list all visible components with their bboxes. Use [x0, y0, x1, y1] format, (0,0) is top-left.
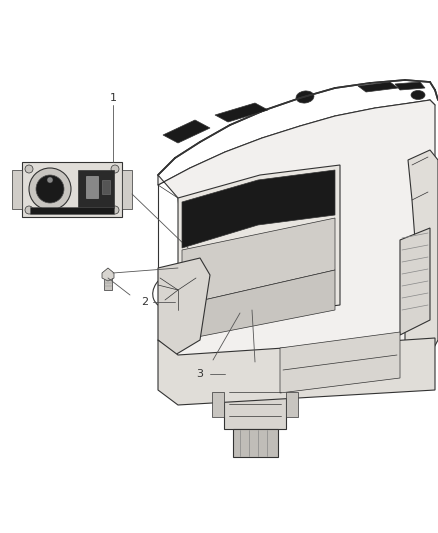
Text: 2: 2: [141, 297, 148, 307]
Polygon shape: [158, 338, 435, 405]
Circle shape: [200, 195, 220, 215]
Circle shape: [196, 191, 224, 219]
Ellipse shape: [411, 91, 425, 100]
Polygon shape: [12, 170, 22, 209]
Circle shape: [286, 178, 314, 206]
FancyBboxPatch shape: [30, 207, 114, 214]
FancyBboxPatch shape: [274, 287, 292, 299]
Ellipse shape: [423, 104, 433, 111]
Polygon shape: [400, 228, 430, 335]
Polygon shape: [178, 165, 340, 335]
Circle shape: [241, 184, 269, 212]
FancyBboxPatch shape: [246, 294, 264, 306]
Polygon shape: [358, 82, 398, 92]
Ellipse shape: [170, 284, 186, 296]
FancyBboxPatch shape: [190, 355, 260, 380]
Circle shape: [25, 165, 33, 173]
FancyBboxPatch shape: [225, 251, 247, 267]
Polygon shape: [212, 392, 224, 417]
Circle shape: [29, 168, 71, 210]
FancyBboxPatch shape: [22, 162, 122, 217]
FancyBboxPatch shape: [255, 244, 277, 260]
Circle shape: [36, 175, 64, 203]
FancyBboxPatch shape: [224, 384, 286, 429]
Polygon shape: [104, 273, 112, 290]
Circle shape: [244, 266, 260, 282]
FancyBboxPatch shape: [78, 170, 114, 208]
FancyBboxPatch shape: [218, 301, 236, 313]
FancyBboxPatch shape: [86, 176, 98, 198]
Polygon shape: [182, 170, 335, 248]
Polygon shape: [182, 270, 335, 340]
Polygon shape: [182, 218, 335, 305]
FancyBboxPatch shape: [246, 362, 264, 384]
Circle shape: [202, 274, 218, 290]
Polygon shape: [395, 82, 425, 90]
Polygon shape: [158, 100, 435, 378]
Circle shape: [286, 258, 302, 274]
Ellipse shape: [296, 91, 314, 103]
FancyBboxPatch shape: [285, 237, 307, 253]
Circle shape: [111, 165, 119, 173]
Polygon shape: [215, 103, 268, 122]
FancyBboxPatch shape: [195, 258, 217, 274]
Polygon shape: [405, 150, 438, 355]
Polygon shape: [158, 258, 210, 355]
Polygon shape: [102, 268, 114, 281]
Circle shape: [245, 188, 265, 208]
Circle shape: [47, 177, 53, 183]
Circle shape: [290, 182, 310, 202]
FancyBboxPatch shape: [190, 308, 208, 320]
Text: 1: 1: [110, 93, 117, 103]
FancyBboxPatch shape: [102, 180, 110, 194]
Polygon shape: [286, 392, 298, 417]
Polygon shape: [122, 170, 132, 209]
Circle shape: [25, 206, 33, 214]
Circle shape: [111, 206, 119, 214]
Polygon shape: [163, 120, 210, 143]
Polygon shape: [280, 332, 400, 393]
Text: 3: 3: [197, 369, 204, 379]
FancyBboxPatch shape: [302, 280, 320, 292]
FancyBboxPatch shape: [233, 429, 278, 457]
